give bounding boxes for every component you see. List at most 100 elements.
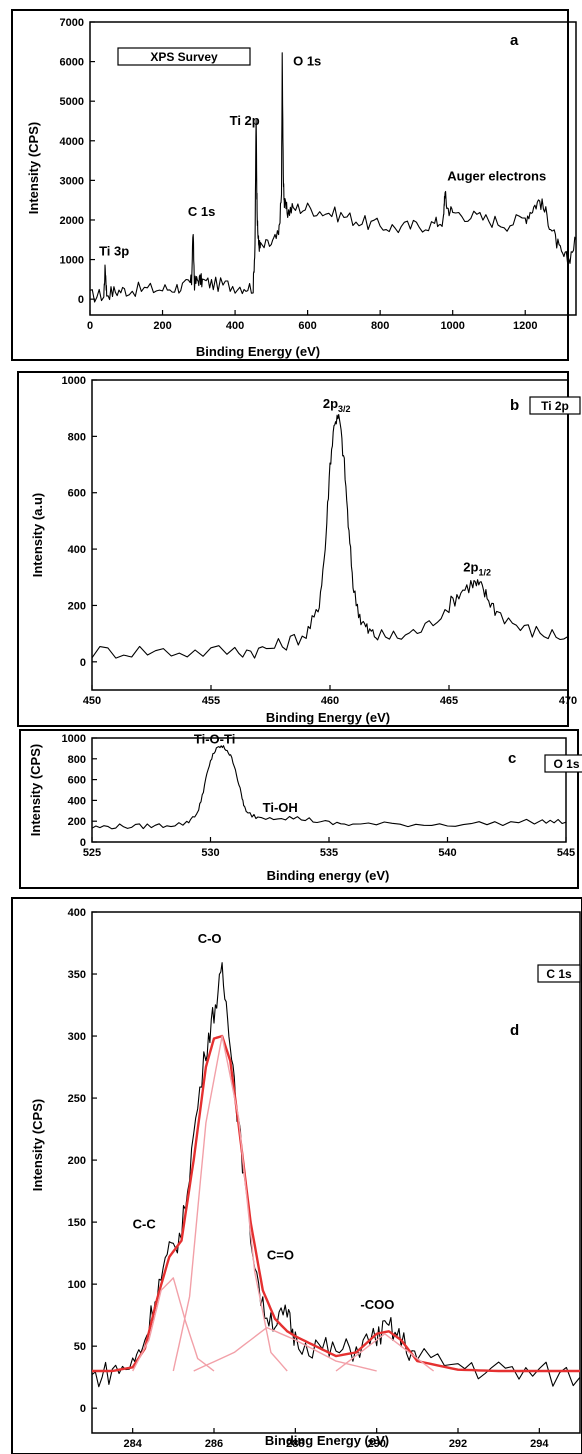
y-tick-label: 0 (80, 1403, 86, 1415)
x-tick-label: 286 (205, 1438, 223, 1450)
peak-annotation: C 1s (188, 204, 215, 219)
y-tick-label: 5000 (60, 96, 84, 108)
y-tick-label: 0 (80, 837, 86, 849)
y-tick-label: 3000 (60, 175, 84, 187)
y-tick-label: 200 (68, 816, 86, 828)
panel-d: 0 50 100 150 200 250 300 350 400 284 286 288 290 292 2… (11, 897, 582, 1454)
y-tick-label: 400 (68, 544, 86, 556)
y-tick-label: 50 (74, 1341, 86, 1353)
x-tick-label: 290 (367, 1438, 385, 1450)
x-tick-label: 455 (202, 695, 220, 707)
y-tick-label: 800 (68, 431, 86, 443)
peak-annotation: Ti-O-Ti (194, 732, 235, 747)
y-tick-label: 800 (68, 754, 86, 766)
boxed-label-frame (537, 964, 581, 983)
boxed-label: Ti 2p (541, 399, 569, 413)
y-tick-label: 1000 (62, 375, 86, 387)
x-axis-label: Binding Energy (eV) (196, 344, 320, 359)
y-tick-label: 0 (80, 657, 86, 669)
series-line-0 (92, 413, 568, 659)
y-tick-label: 200 (68, 1155, 86, 1167)
boxed-label: O 1s (553, 757, 579, 771)
peak-annotation: Auger electrons (447, 168, 546, 183)
boxed-label-frame (117, 47, 251, 66)
boxed-label-frame (529, 396, 581, 415)
x-tick-label: 545 (557, 847, 575, 859)
panel-letter: c (508, 750, 516, 767)
x-axis-label: Binding Energy (eV) (265, 1433, 389, 1448)
y-tick-label: 250 (68, 1093, 86, 1105)
x-tick-label: 1000 (440, 320, 464, 332)
y-tick-label: 600 (68, 488, 86, 500)
panel-frame (11, 9, 569, 361)
y-tick-label: 150 (68, 1217, 86, 1229)
peak-annotation: 2p1/2 (463, 560, 491, 578)
x-tick-label: 535 (320, 847, 338, 859)
x-tick-label: 0 (87, 320, 93, 332)
x-tick-label: 465 (440, 695, 458, 707)
series-line-0 (90, 52, 576, 303)
series-line-1 (92, 1034, 580, 1373)
y-tick-label: 400 (68, 795, 86, 807)
x-tick-label: 292 (449, 1438, 467, 1450)
y-axis-label: Intensity (CPS) (26, 122, 41, 214)
y-tick-label: 600 (68, 775, 86, 787)
panel-c: 0 200 400 600 800 1000 525 530 535 540 545 Binding … (19, 729, 582, 889)
series-line-2 (132, 1277, 215, 1372)
panel-letter: a (510, 32, 519, 49)
panel-frame (19, 729, 579, 889)
peak-annotation: Ti-OH (263, 800, 298, 815)
x-tick-label: 460 (321, 695, 339, 707)
panel-frame (17, 371, 569, 727)
x-axis-label: Binding Energy (eV) (266, 710, 390, 725)
y-tick-label: 1000 (62, 733, 86, 745)
x-tick-label: 400 (226, 320, 244, 332)
x-tick-label: 540 (438, 847, 456, 859)
y-tick-label: 7000 (60, 17, 84, 29)
x-tick-label: 200 (153, 320, 171, 332)
y-axis-label: Intensity (CPS) (30, 1099, 45, 1191)
series-line-4 (193, 1326, 377, 1372)
x-tick-label: 294 (530, 1438, 549, 1450)
plot-area (91, 737, 567, 843)
peak-annotation: Ti 2p (230, 113, 260, 128)
plot-area (91, 379, 569, 691)
peak-annotation: 2p3/2 (323, 396, 351, 414)
peak-annotation: C-O (198, 931, 222, 946)
y-axis-label: Intensity (CPS) (28, 744, 43, 836)
x-tick-label: 525 (83, 847, 101, 859)
panel-a: 0 1000 2000 3000 4000 5000 6000 7000 0 200 400 600 8… (11, 9, 577, 361)
y-tick-label: 300 (68, 1031, 86, 1043)
panel-frame (11, 897, 582, 1454)
y-tick-label: 6000 (60, 57, 84, 69)
x-tick-label: 800 (371, 320, 389, 332)
panel-b: 0 200 400 600 800 1000 450 455 460 465 470 Binding … (17, 371, 581, 727)
peak-annotation: C=O (267, 1247, 294, 1262)
y-axis-label: Intensity (a.u) (30, 493, 45, 578)
x-axis-label: Binding energy (eV) (267, 868, 390, 883)
panel-letter: b (510, 397, 519, 414)
y-tick-label: 100 (68, 1279, 86, 1291)
x-tick-label: 470 (559, 695, 577, 707)
peak-annotation: -COO (360, 1297, 394, 1312)
series-line-3 (172, 1035, 288, 1372)
y-tick-label: 350 (68, 969, 86, 981)
boxed-label-frame (544, 754, 582, 773)
y-tick-label: 4000 (60, 136, 84, 148)
y-tick-label: 0 (78, 294, 84, 306)
x-tick-label: 600 (298, 320, 316, 332)
y-tick-label: 1000 (60, 255, 84, 267)
x-tick-label: 1200 (513, 320, 537, 332)
y-tick-label: 400 (68, 907, 86, 919)
series-line-0 (92, 745, 566, 830)
x-tick-label: 288 (286, 1438, 304, 1450)
y-tick-label: 2000 (60, 215, 84, 227)
series-line-5 (335, 1333, 435, 1372)
boxed-label: XPS Survey (150, 50, 218, 64)
y-tick-label: 200 (68, 600, 86, 612)
x-tick-label: 284 (123, 1438, 142, 1450)
boxed-label: C 1s (546, 967, 572, 981)
plot-area (91, 911, 581, 1434)
panel-letter: d (510, 1022, 519, 1039)
